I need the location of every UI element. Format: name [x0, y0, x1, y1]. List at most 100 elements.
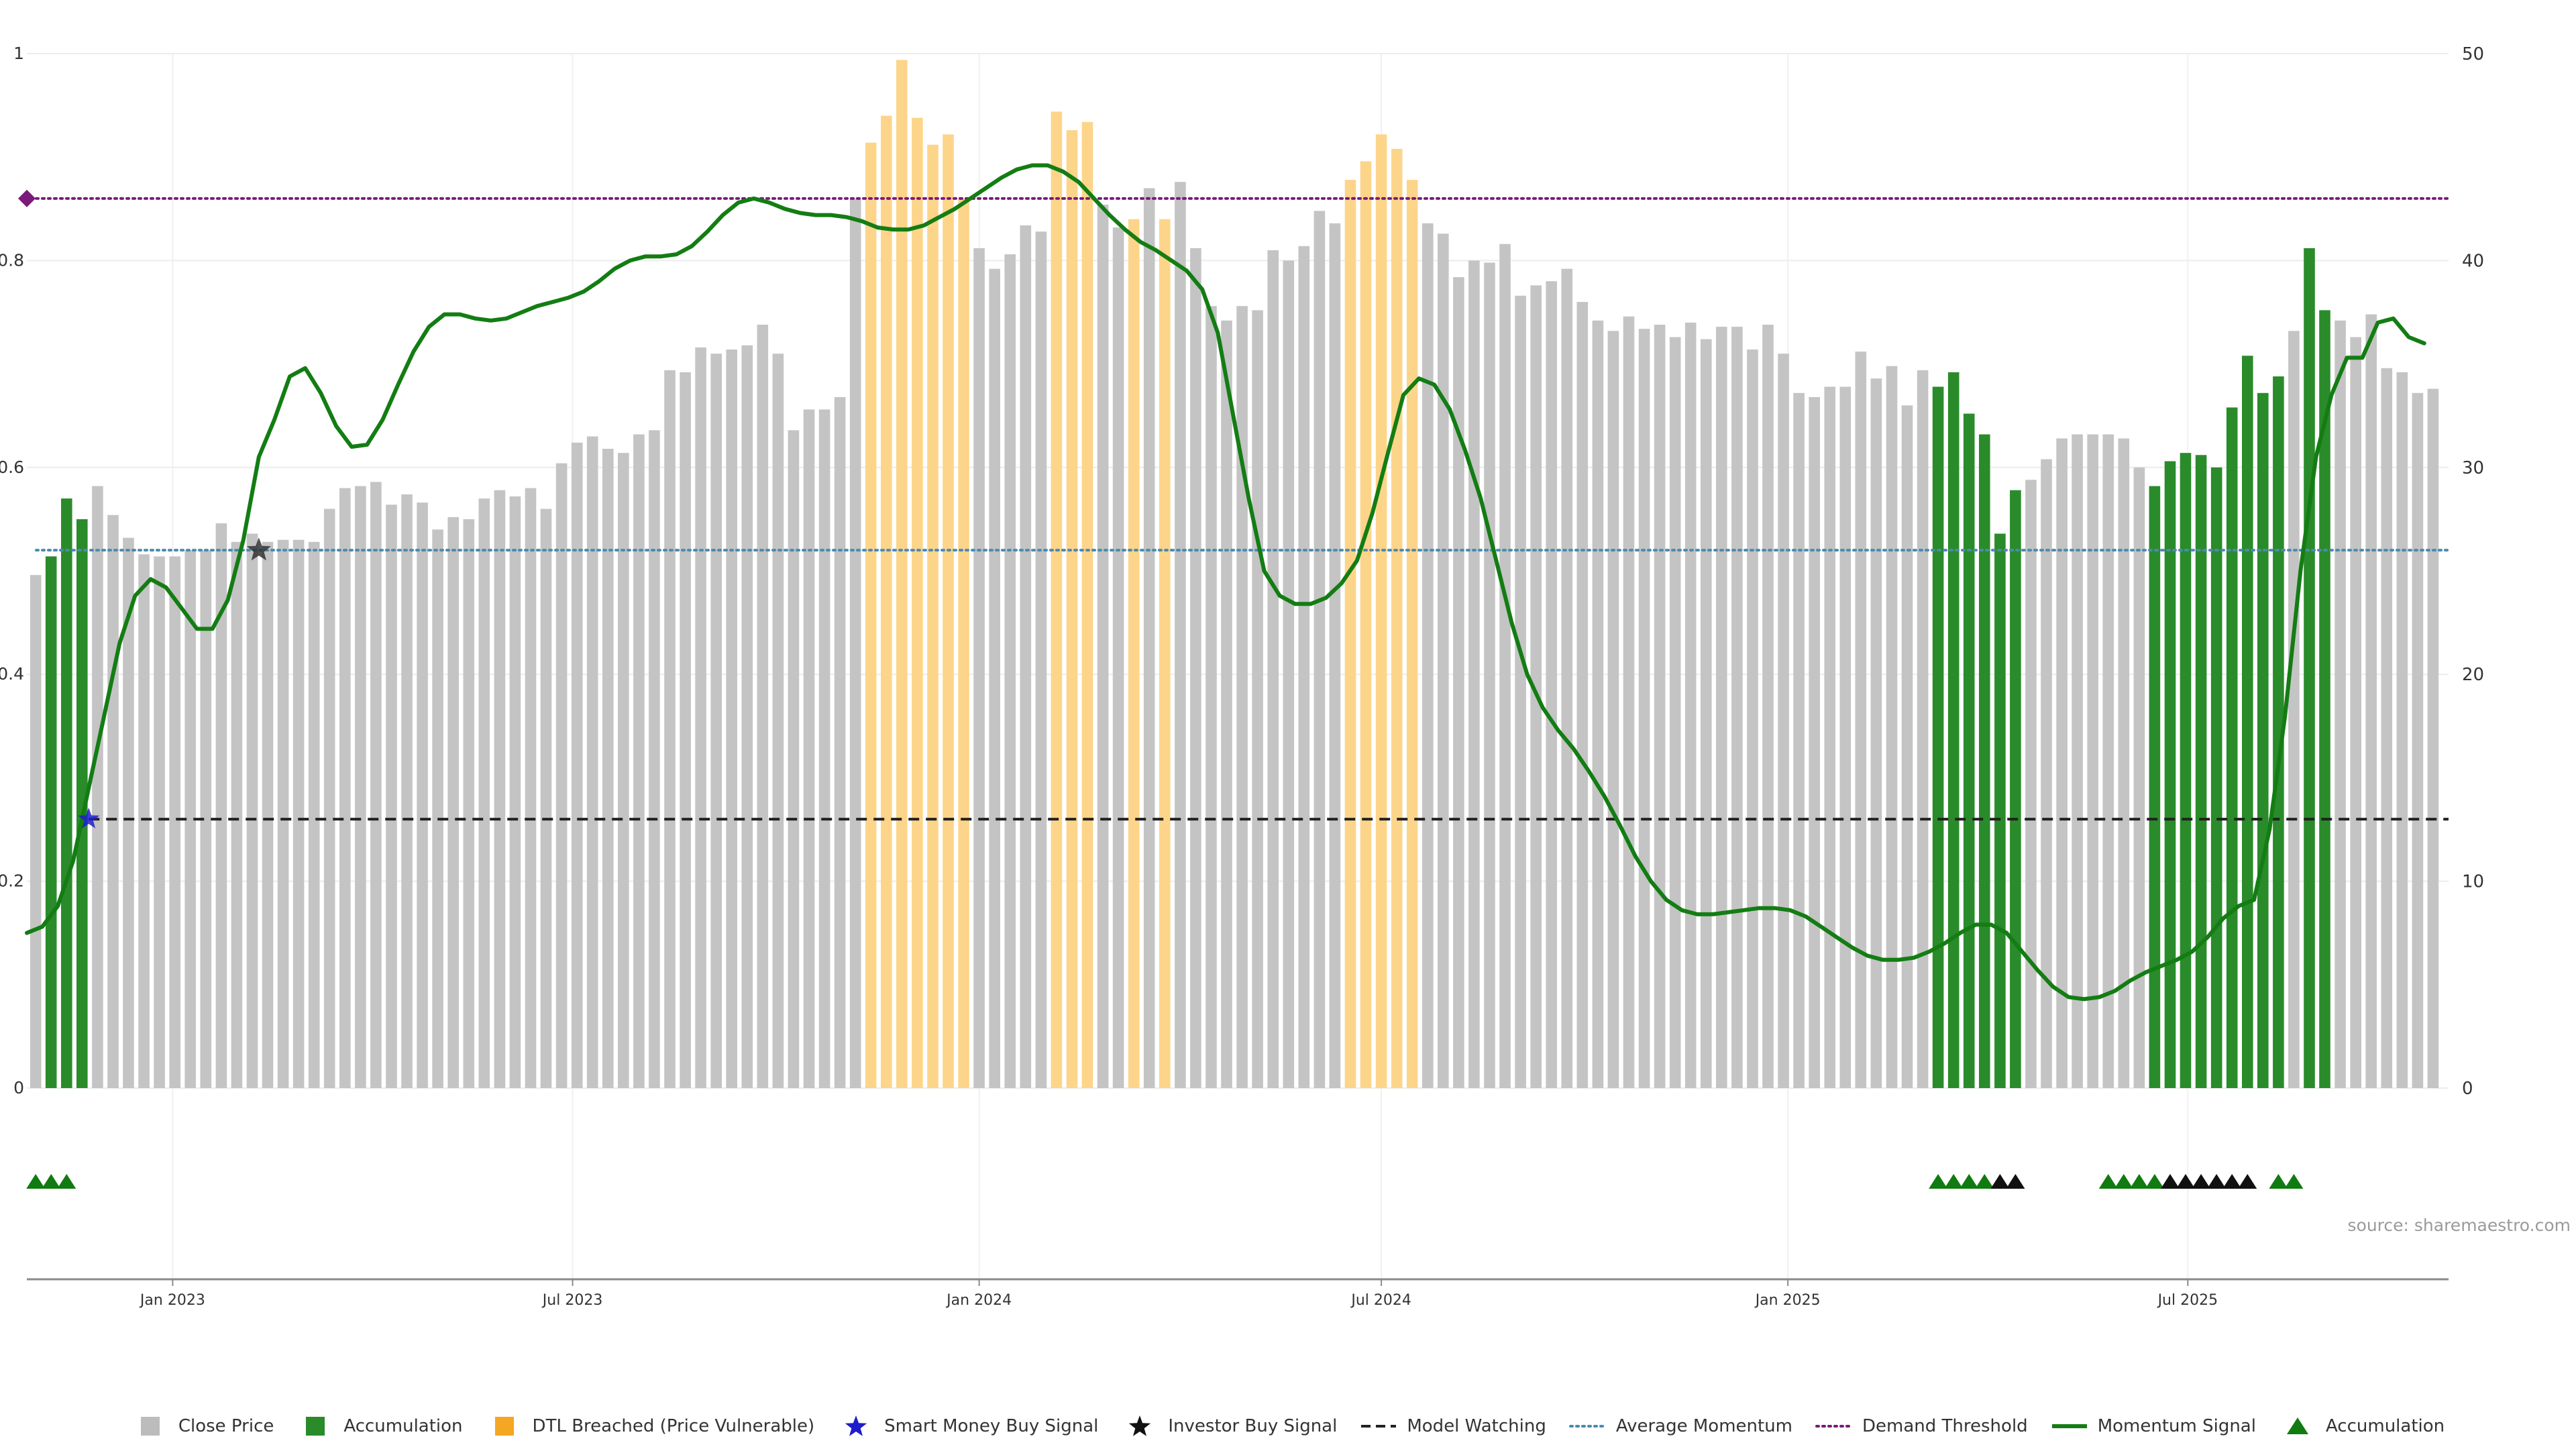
dtl-breached-bar: [881, 115, 892, 1088]
accumulation-marker-black: [2160, 1174, 2180, 1189]
close-price-bar: [417, 502, 428, 1088]
close-price-bar: [664, 370, 676, 1088]
x-tick-label: Jul 2023: [541, 1292, 603, 1309]
dtl-breached-bar: [1159, 219, 1171, 1089]
legend-square-icon: [140, 1417, 160, 1436]
accumulation-marker: [2269, 1174, 2288, 1189]
legend-label: Momentum Signal: [2097, 1416, 2256, 1436]
accumulation-bar: [2242, 356, 2253, 1088]
close-price-bar: [680, 372, 691, 1088]
momentum-signal-line: [25, 163, 2426, 1002]
close-price-bar: [1499, 244, 1511, 1089]
close-price-bar: [30, 575, 42, 1088]
close-price-bar: [618, 453, 629, 1088]
close-price-bar: [1468, 260, 1480, 1088]
legend-label: Model Watching: [1407, 1416, 1546, 1436]
accumulation-bar: [2273, 376, 2284, 1088]
legend-label: Accumulation: [343, 1416, 463, 1436]
close-price-bar: [555, 463, 568, 1088]
dtl-breached-bar: [958, 198, 969, 1088]
accumulation-bar: [2319, 310, 2330, 1088]
close-price-bar: [1669, 337, 1681, 1088]
smart-money-buy-signal: [78, 808, 100, 828]
close-price-bar: [494, 490, 506, 1088]
close-price-bar: [973, 248, 985, 1088]
close-price-bar: [1313, 211, 1326, 1088]
dtl-breached-bar: [912, 117, 923, 1089]
accumulation-bar: [1947, 372, 1960, 1088]
y-left-tick-label: 0.6: [0, 458, 24, 477]
close-price-bar: [463, 519, 475, 1088]
close-price-bar: [339, 488, 351, 1088]
close-price-bar: [231, 541, 243, 1088]
legend-label: Demand Threshold: [1862, 1416, 2028, 1436]
legend-line-icon: [2051, 1424, 2087, 1428]
dtl-breached-bar: [896, 60, 908, 1088]
close-price-bar: [1623, 316, 1635, 1089]
accumulation-marker-black: [2222, 1174, 2242, 1189]
close-price-bar: [1236, 306, 1248, 1089]
investor-buy-signal: [246, 537, 271, 561]
close-price-bar: [1747, 350, 1758, 1088]
close-price-bar: [2427, 388, 2439, 1088]
accumulation-marker: [57, 1174, 76, 1189]
close-price-bar: [1809, 396, 1820, 1088]
close-price-bar: [1576, 302, 1589, 1089]
x-tick-label: Jul 2024: [1350, 1292, 1411, 1309]
legend-label: Investor Buy Signal: [1168, 1416, 1338, 1436]
accumulation-bar: [2226, 407, 2238, 1088]
close-price-bar: [215, 523, 227, 1088]
accumulation-marker: [1975, 1174, 1994, 1189]
close-price-bar: [1638, 329, 1650, 1089]
close-price-bar: [1762, 325, 1774, 1088]
close-price-bar: [107, 515, 119, 1088]
legend-star-icon: [1129, 1415, 1151, 1436]
x-tick-label: Jul 2025: [2157, 1292, 2218, 1309]
x-tick-label: Jan 2025: [1754, 1292, 1821, 1309]
close-price-bar: [1684, 322, 1697, 1088]
accumulation-marker: [2284, 1174, 2304, 1189]
close-price-bar: [2072, 434, 2083, 1088]
accumulation-bar: [1963, 413, 1975, 1088]
close-price-bar: [509, 496, 521, 1088]
legend-item: Demand Threshold: [1815, 1415, 2028, 1437]
dtl-breached-bar: [1051, 111, 1063, 1088]
close-price-bar: [1607, 331, 1619, 1088]
accumulation-bar: [1932, 386, 1944, 1088]
y-right-tick-label: 10: [2462, 872, 2484, 892]
y-left-tick-label: 0.4: [0, 664, 24, 684]
close-price-bar: [123, 537, 134, 1088]
close-price-bar: [757, 325, 769, 1088]
close-price-bar: [2381, 368, 2393, 1088]
dtl-breached-bar: [1081, 121, 1093, 1088]
accumulation-bar: [2210, 467, 2222, 1088]
accumulation-marker-black: [2176, 1174, 2196, 1189]
x-tick-label: Jan 2024: [945, 1292, 1012, 1309]
close-price-bar: [1484, 262, 1495, 1088]
y-right-tick-label: 20: [2462, 665, 2484, 685]
legend-dot-icon: [1568, 1425, 1607, 1428]
close-price-bar: [1298, 246, 1310, 1088]
close-price-bar: [834, 396, 846, 1088]
close-price-bar: [772, 354, 784, 1089]
legend-item: Smart Money Buy Signal: [837, 1415, 1098, 1437]
close-price-bar: [818, 409, 830, 1088]
close-price-bar: [1901, 405, 1913, 1088]
accumulation-bar: [2164, 461, 2176, 1088]
source-note: source: sharemaestro.com: [2347, 1216, 2571, 1235]
accumulation-marker-black: [2192, 1174, 2211, 1189]
close-price-bar: [1515, 295, 1526, 1088]
close-price-bar: [154, 556, 165, 1088]
close-price-bar: [1824, 386, 1835, 1088]
accumulation-marker: [1944, 1174, 1964, 1189]
close-price-bar: [2350, 337, 2361, 1088]
legend-item: DTL Breached (Price Vulnerable): [486, 1415, 814, 1437]
dtl-breached-bar: [1360, 161, 1372, 1088]
y-right-tick-label: 0: [2462, 1079, 2473, 1099]
close-price-bar: [1592, 320, 1604, 1088]
close-price-bar: [1190, 248, 1201, 1088]
y-left-tick-label: 0.2: [0, 871, 24, 891]
close-price-bar: [849, 198, 861, 1088]
legend-square-icon: [494, 1417, 514, 1436]
close-price-bar: [1221, 320, 1232, 1088]
